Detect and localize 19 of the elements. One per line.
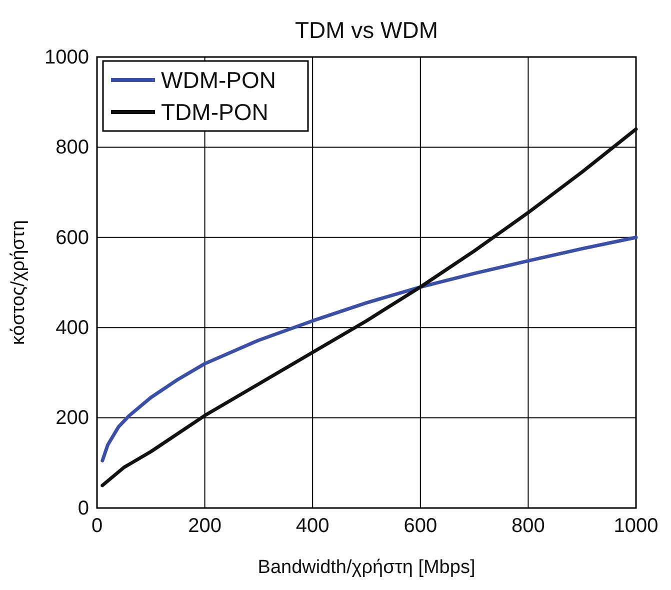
chart-title: TDM vs WDM: [294, 17, 438, 43]
y-tick-label: 200: [56, 407, 89, 430]
y-tick-label: 800: [56, 136, 89, 159]
x-tick-label: 800: [512, 515, 545, 538]
y-tick-label: 0: [78, 497, 89, 520]
legend-label: TDM-PON: [161, 99, 268, 125]
line-series: [100, 127, 638, 488]
x-tick-label: 600: [404, 515, 438, 538]
x-tick-label: 1000: [614, 515, 658, 538]
x-tick-label: 400: [296, 515, 330, 538]
x-tick-label: 200: [188, 515, 222, 538]
y-tick-label: 600: [56, 226, 89, 249]
x-tick-label: 0: [91, 515, 103, 538]
line-series: [100, 236, 638, 462]
legend-label: WDM-PON: [161, 67, 276, 93]
x-axis-title: Bandwidth/χρήστη [Mbps]: [258, 557, 476, 578]
y-tick-label: 1000: [44, 46, 89, 68]
y-tick-label: 400: [56, 317, 89, 339]
y-axis-title: κόστος/χρήστη: [8, 220, 29, 345]
